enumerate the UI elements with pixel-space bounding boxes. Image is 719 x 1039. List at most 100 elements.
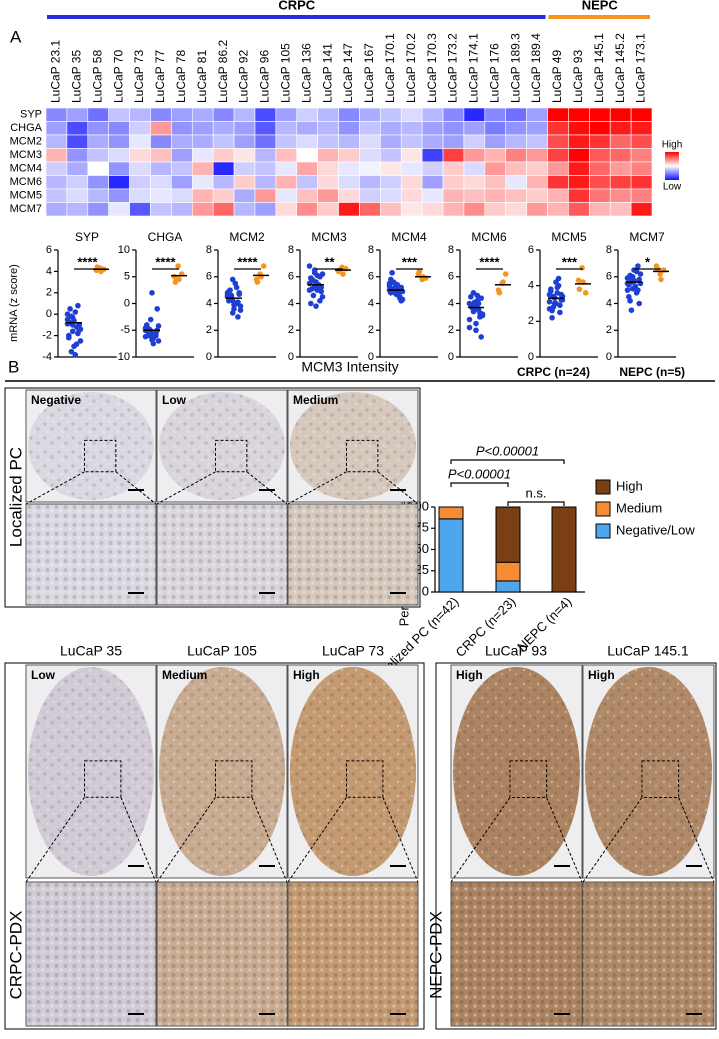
sample-label: LuCaP 170.3 — [425, 33, 439, 103]
heatmap-cell — [505, 107, 527, 122]
heatmap-cell — [233, 121, 256, 136]
heatmap-cell — [129, 134, 151, 149]
heatmap-cell — [87, 121, 109, 136]
heatmap-cell — [296, 134, 318, 149]
heatmap-cell — [568, 134, 590, 149]
zoom-line — [382, 797, 419, 883]
zoom-line — [156, 796, 216, 883]
ihc-texture — [290, 667, 416, 876]
heatmap-cell — [254, 202, 277, 217]
row-label: MCM7 — [10, 203, 42, 215]
heatmap-cell — [171, 107, 193, 122]
heatmap-cell — [421, 202, 444, 217]
y-tick-label: 6 — [288, 271, 294, 283]
heatmap-cell — [317, 107, 339, 122]
significance: ** — [324, 254, 335, 269]
heatmap-cell — [630, 202, 653, 217]
data-point — [149, 290, 155, 296]
heatmap-cell — [400, 175, 423, 190]
heatmap-cell — [505, 188, 527, 203]
heatmap-cell — [526, 121, 548, 136]
heatmap-cell — [547, 121, 569, 136]
legend-entry: CRPC (n=24) — [517, 365, 590, 379]
ihc-texture — [28, 392, 154, 500]
heatmap-cell — [505, 121, 527, 136]
data-point — [77, 326, 84, 332]
heatmap-cell — [526, 161, 548, 176]
data-point — [75, 302, 81, 309]
section-title: MCM3 Intensity — [301, 359, 398, 375]
comparison-label: P<0.00001 — [448, 466, 511, 481]
ihc-zoom-texture — [26, 504, 156, 605]
heatmap-cell — [421, 188, 444, 203]
zoom-line — [156, 471, 216, 505]
y-tick-label: 0 — [206, 351, 212, 363]
sample-title: LuCaP 145.1 — [607, 643, 689, 659]
heatmap-cell — [338, 188, 360, 203]
heatmap-cell — [400, 148, 423, 163]
data-point — [236, 291, 242, 297]
heatmap-cell — [380, 121, 402, 136]
heatmap-cell — [191, 148, 214, 163]
data-point — [394, 281, 401, 288]
heatmap-cell — [400, 134, 423, 149]
heatmap-cell — [296, 175, 318, 190]
heatmap-cell — [630, 175, 653, 190]
heatmap-cell — [212, 188, 235, 203]
heatmap-cell — [421, 175, 444, 190]
data-point — [64, 321, 71, 327]
heatmap-cell — [191, 134, 214, 149]
data-point — [416, 268, 423, 275]
heatmap-cell — [547, 107, 569, 122]
heatmap-cell — [150, 121, 172, 136]
heatmap-cell — [254, 188, 277, 203]
heatmap-cell — [547, 188, 569, 203]
data-point — [389, 269, 395, 276]
heatmap-cell — [589, 121, 611, 136]
row-label: CHGA — [10, 122, 42, 134]
y-tick-label: 0 — [448, 351, 454, 363]
significance: **** — [77, 254, 98, 269]
data-point — [553, 300, 559, 307]
heatmap-cell — [568, 148, 590, 163]
heatmap-cell — [275, 175, 298, 190]
sample-label: LuCaP 136 — [299, 43, 313, 103]
heatmap-cell — [359, 134, 381, 149]
y-tick-label: 8 — [288, 244, 294, 256]
comparison-label: n.s. — [526, 485, 547, 500]
heatmap-cell — [505, 161, 527, 176]
y-tick-label: 0 — [422, 583, 429, 598]
ihc-texture — [28, 667, 154, 876]
heatmap-cell — [317, 148, 339, 163]
row-label: MCM5 — [10, 190, 42, 202]
heatmap-cell — [526, 202, 548, 217]
heatmap-cell — [129, 121, 151, 136]
heatmap-cell — [150, 134, 172, 149]
heatmap-cell — [233, 161, 256, 176]
heatmap-cell — [212, 175, 235, 190]
data-point — [398, 284, 405, 291]
data-point — [68, 348, 75, 355]
data-point — [306, 287, 313, 293]
heatmap-cell — [275, 121, 298, 136]
data-point — [575, 277, 582, 284]
heatmap-cell — [66, 202, 89, 217]
heatmap-cell — [317, 188, 339, 203]
sample-label: LuCaP 81 — [195, 50, 209, 103]
heatmap-cell — [484, 202, 507, 217]
ihc-texture — [159, 392, 285, 500]
heatmap-cell — [171, 161, 193, 176]
heatmap-cell — [212, 121, 235, 136]
heatmap-cell — [254, 175, 277, 190]
heatmap-cell — [317, 134, 339, 149]
heatmap-cell — [484, 121, 507, 136]
heatmap-cell — [212, 202, 235, 217]
heatmap-cell — [380, 175, 402, 190]
heatmap-cell — [108, 134, 130, 149]
y-tick-label: 6 — [606, 271, 612, 283]
y-tick-label: 6 — [528, 244, 534, 256]
heatmap-cell — [630, 188, 653, 203]
zoom-line — [287, 471, 347, 505]
zoom-box — [215, 760, 253, 798]
heatmap-cell — [609, 175, 632, 190]
